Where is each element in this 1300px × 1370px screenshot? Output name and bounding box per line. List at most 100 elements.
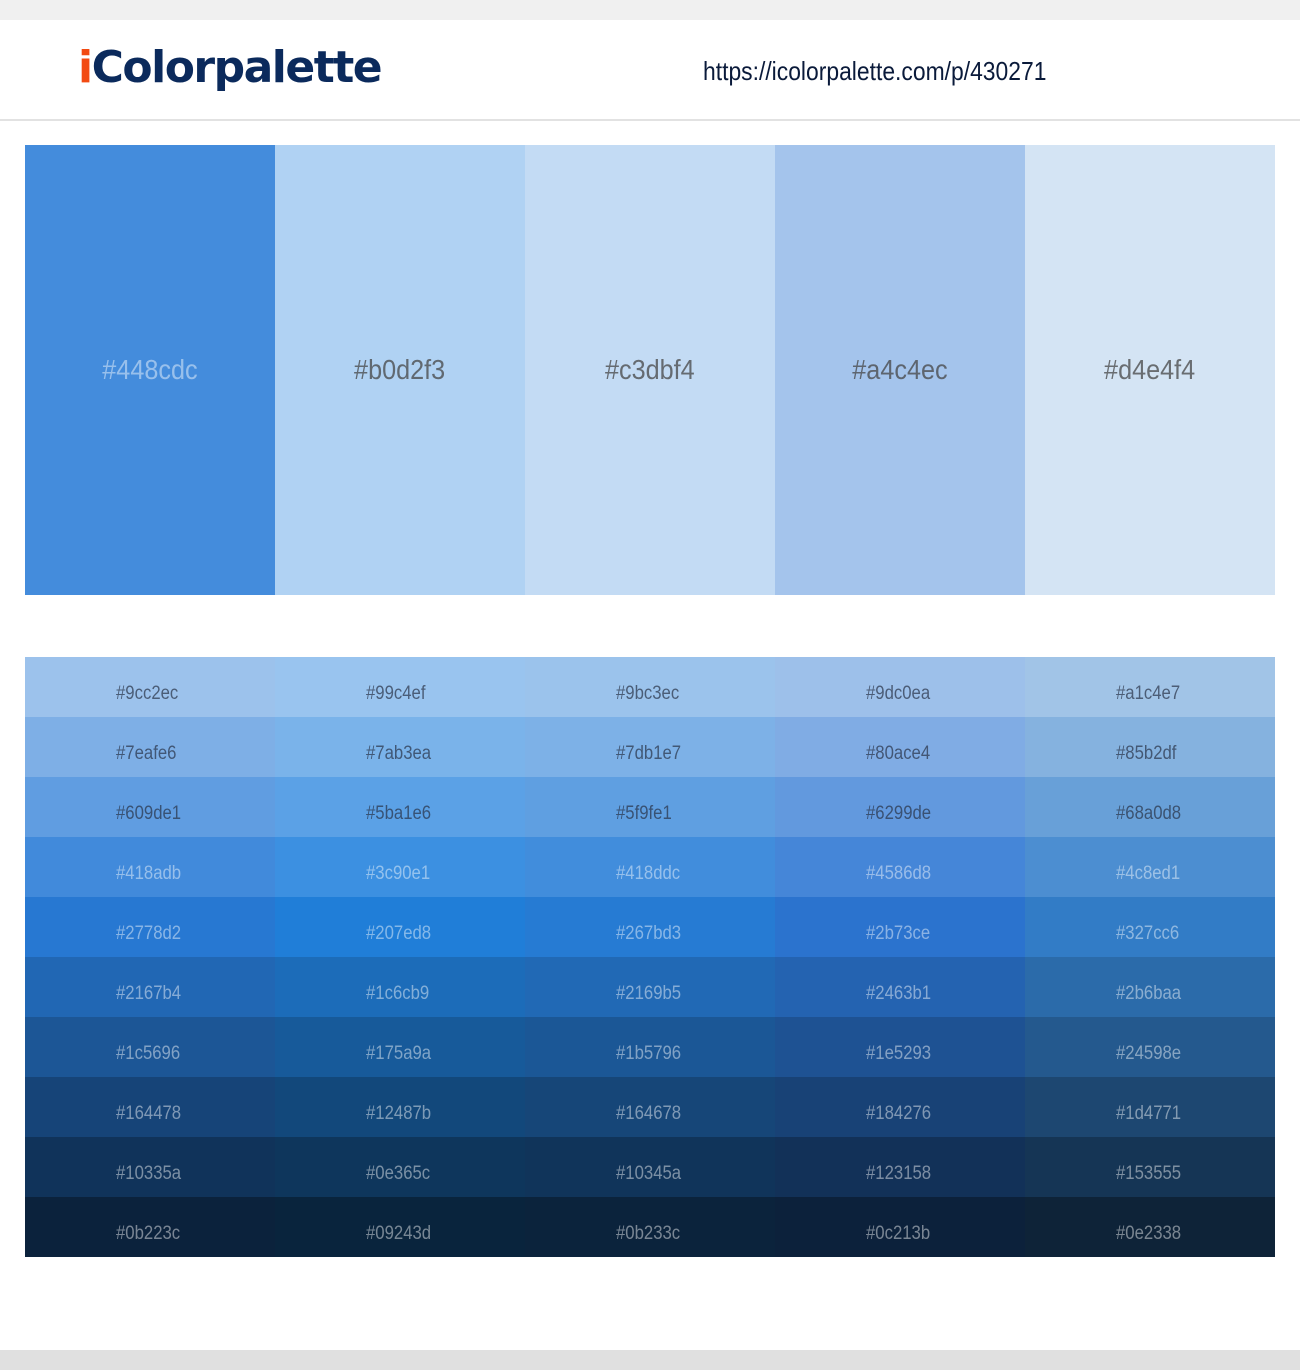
shade-cell[interactable]: #2167b4 (25, 957, 275, 1017)
shade-cell[interactable]: #80ace4 (775, 717, 1025, 777)
shade-cell[interactable]: #184276 (775, 1077, 1025, 1137)
palette-swatch[interactable]: #d4e4f4 (1025, 145, 1275, 595)
shade-cell[interactable]: #164478 (25, 1077, 275, 1137)
shade-row: #0b223c #09243d #0b233c #0c213b #0e2338 (25, 1197, 1275, 1257)
shade-hex-label: #2169b5 (616, 983, 682, 1004)
shade-hex-label: #1c6cb9 (366, 983, 430, 1004)
shade-cell[interactable]: #7db1e7 (525, 717, 775, 777)
shade-cell[interactable]: #0b233c (525, 1197, 775, 1257)
shade-cell[interactable]: #9cc2ec (25, 657, 275, 717)
shade-cell[interactable]: #175a9a (275, 1017, 525, 1077)
logo-text: Colorpalette (91, 42, 383, 93)
shade-cell[interactable]: #0b223c (25, 1197, 275, 1257)
shade-hex-label: #207ed8 (366, 923, 432, 944)
shade-hex-label: #7db1e7 (616, 743, 682, 764)
shade-hex-label: #7ab3ea (366, 743, 432, 764)
shade-cell[interactable]: #1e5293 (775, 1017, 1025, 1077)
shade-cell[interactable]: #2b6baa (1025, 957, 1275, 1017)
palette-swatch[interactable]: #a4c4ec (775, 145, 1025, 595)
palette-swatch[interactable]: #448cdc (25, 145, 275, 595)
shade-cell[interactable]: #10335a (25, 1137, 275, 1197)
shade-cell[interactable]: #2169b5 (525, 957, 775, 1017)
shade-hex-label: #4586d8 (866, 863, 932, 884)
shade-hex-label: #2167b4 (116, 983, 182, 1004)
shade-cell[interactable]: #9dc0ea (775, 657, 1025, 717)
shade-cell[interactable]: #9bc3ec (525, 657, 775, 717)
shade-row: #2778d2 #207ed8 #267bd3 #2b73ce #327cc6 (25, 897, 1275, 957)
shades-grid: #9cc2ec #99c4ef #9bc3ec #9dc0ea #a1c4e7 #7eaf… (25, 657, 1275, 1257)
bottom-bar (0, 1350, 1300, 1370)
shade-hex-label: #9dc0ea (866, 683, 931, 704)
shade-hex-label: #175a9a (366, 1043, 432, 1064)
shade-cell[interactable]: #267bd3 (525, 897, 775, 957)
shade-cell[interactable]: #24598e (1025, 1017, 1275, 1077)
main-palette: #448cdc #b0d2f3 #c3dbf4 #a4c4ec #d4e4f4 (25, 145, 1275, 595)
shade-hex-label: #1b5796 (616, 1043, 682, 1064)
shade-cell[interactable]: #1c5696 (25, 1017, 275, 1077)
shade-cell[interactable]: #207ed8 (275, 897, 525, 957)
shade-hex-label: #5f9fe1 (616, 803, 672, 824)
shade-cell[interactable]: #68a0d8 (1025, 777, 1275, 837)
shade-cell[interactable]: #2463b1 (775, 957, 1025, 1017)
top-bar (0, 0, 1300, 20)
palette-swatch[interactable]: #b0d2f3 (275, 145, 525, 595)
shade-cell[interactable]: #153555 (1025, 1137, 1275, 1197)
shade-cell[interactable]: #85b2df (1025, 717, 1275, 777)
shade-cell[interactable]: #4c8ed1 (1025, 837, 1275, 897)
shade-cell[interactable]: #327cc6 (1025, 897, 1275, 957)
shade-cell[interactable]: #0c213b (775, 1197, 1025, 1257)
shade-cell[interactable]: #1c6cb9 (275, 957, 525, 1017)
shade-cell[interactable]: #7ab3ea (275, 717, 525, 777)
swatch-hex-label: #448cdc (102, 354, 198, 385)
shade-hex-label: #09243d (366, 1223, 432, 1244)
shade-hex-label: #327cc6 (1116, 923, 1180, 944)
shade-hex-label: #0e2338 (1116, 1223, 1182, 1244)
shade-hex-label: #24598e (1116, 1043, 1182, 1064)
shade-hex-label: #80ace4 (866, 743, 931, 764)
shade-cell[interactable]: #3c90e1 (275, 837, 525, 897)
palette-url[interactable]: https://icolorpalette.com/p/430271 (703, 56, 1047, 86)
shade-row: #609de1 #5ba1e6 #5f9fe1 #6299de #68a0d8 (25, 777, 1275, 837)
shade-cell[interactable]: #6299de (775, 777, 1025, 837)
shade-row: #1c5696 #175a9a #1b5796 #1e5293 #24598e (25, 1017, 1275, 1077)
shade-cell[interactable]: #09243d (275, 1197, 525, 1257)
swatch-hex-label: #c3dbf4 (605, 354, 695, 385)
shade-cell[interactable]: #1d4771 (1025, 1077, 1275, 1137)
shade-cell[interactable]: #164678 (525, 1077, 775, 1137)
shade-cell[interactable]: #12487b (275, 1077, 525, 1137)
shade-hex-label: #9bc3ec (616, 683, 680, 704)
shade-cell[interactable]: #5f9fe1 (525, 777, 775, 837)
shade-cell[interactable]: #609de1 (25, 777, 275, 837)
palette-swatch[interactable]: #c3dbf4 (525, 145, 775, 595)
shade-cell[interactable]: #99c4ef (275, 657, 525, 717)
shade-hex-label: #a1c4e7 (1116, 683, 1181, 704)
shade-cell[interactable]: #7eafe6 (25, 717, 275, 777)
shade-hex-label: #85b2df (1116, 743, 1177, 764)
shade-hex-label: #2778d2 (116, 923, 182, 944)
shade-cell[interactable]: #0e365c (275, 1137, 525, 1197)
shade-hex-label: #7eafe6 (116, 743, 177, 764)
shade-cell[interactable]: #2778d2 (25, 897, 275, 957)
shade-row: #2167b4 #1c6cb9 #2169b5 #2463b1 #2b6baa (25, 957, 1275, 1017)
shade-hex-label: #2b6baa (1116, 983, 1182, 1004)
shade-hex-label: #0e365c (366, 1163, 431, 1184)
shade-cell[interactable]: #0e2338 (1025, 1197, 1275, 1257)
shade-cell[interactable]: #2b73ce (775, 897, 1025, 957)
shade-hex-label: #164478 (116, 1103, 182, 1124)
shade-hex-label: #4c8ed1 (1116, 863, 1181, 884)
shade-row: #10335a #0e365c #10345a #123158 #153555 (25, 1137, 1275, 1197)
shade-hex-label: #2463b1 (866, 983, 932, 1004)
shade-cell[interactable]: #418adb (25, 837, 275, 897)
shade-cell[interactable]: #10345a (525, 1137, 775, 1197)
shade-cell[interactable]: #418ddc (525, 837, 775, 897)
shade-hex-label: #123158 (866, 1163, 932, 1184)
shade-hex-label: #9cc2ec (116, 683, 179, 704)
shade-cell[interactable]: #a1c4e7 (1025, 657, 1275, 717)
shade-cell[interactable]: #4586d8 (775, 837, 1025, 897)
shade-cell[interactable]: #1b5796 (525, 1017, 775, 1077)
shade-hex-label: #3c90e1 (366, 863, 431, 884)
shade-cell[interactable]: #123158 (775, 1137, 1025, 1197)
logo[interactable]: iColorpalette (78, 46, 383, 90)
shade-hex-label: #418adb (116, 863, 182, 884)
shade-cell[interactable]: #5ba1e6 (275, 777, 525, 837)
